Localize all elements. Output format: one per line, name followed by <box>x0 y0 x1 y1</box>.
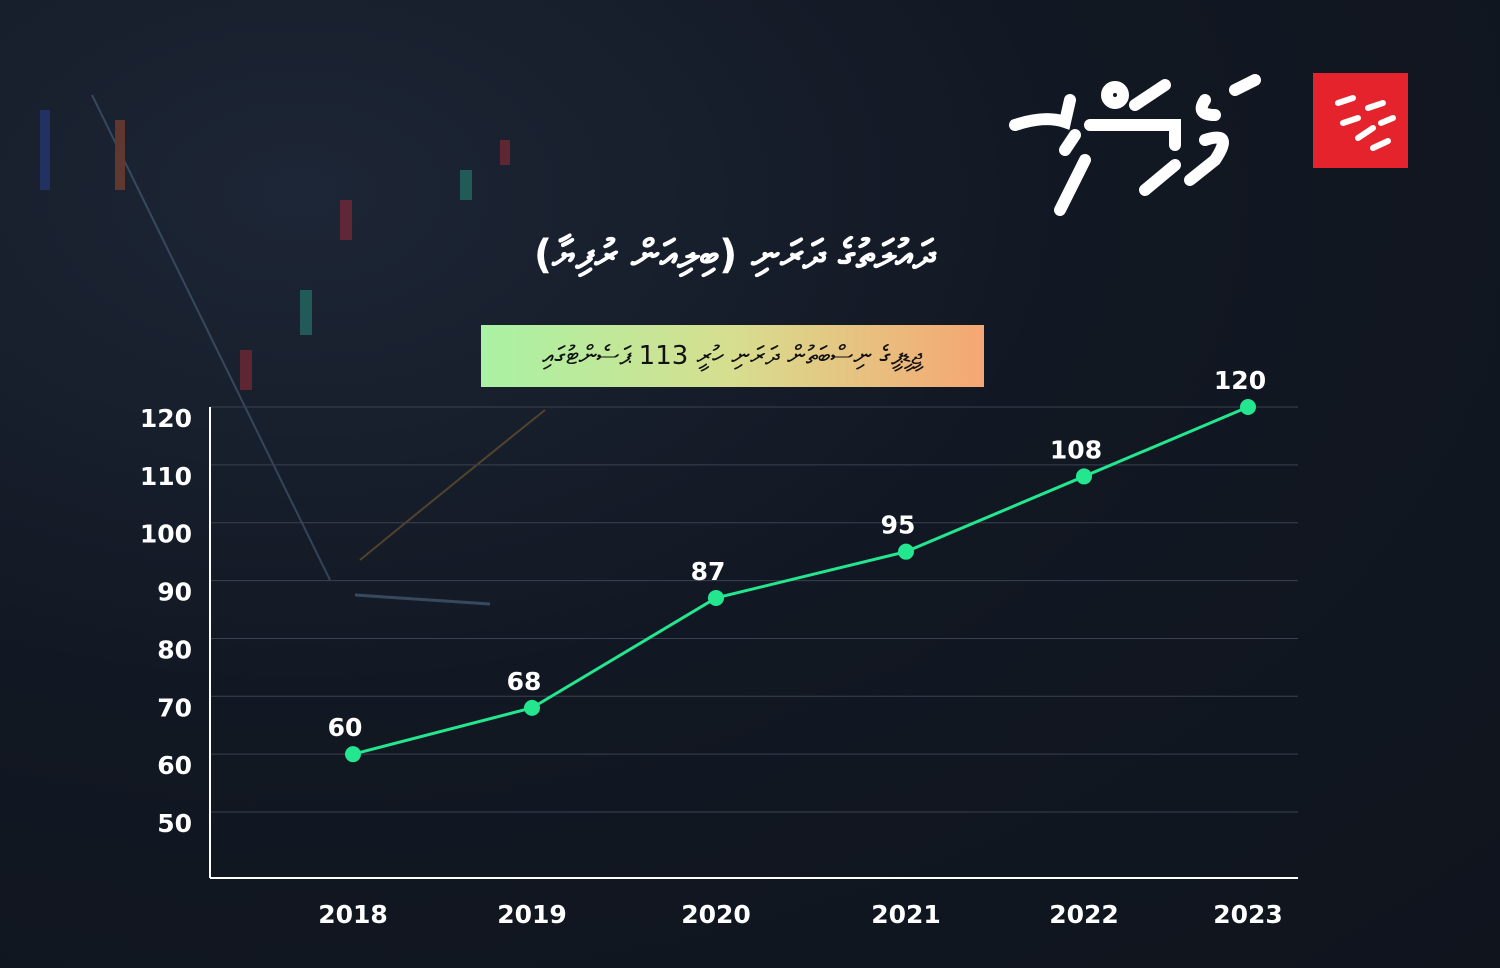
y-tick-label: 90 <box>157 578 192 607</box>
y-tick-label: 100 <box>140 520 192 549</box>
data-label: 68 <box>507 667 542 696</box>
chart-subtitle-banner: ޖީޑީޕީގެ ނިސްބަތުން ދަރަނި ހުރީ 113 ޕަސެ… <box>481 325 984 387</box>
y-tick-label: 80 <box>157 635 192 664</box>
data-label: 108 <box>1050 435 1102 464</box>
data-label: 60 <box>328 713 363 742</box>
chart-title: ދައުލަތުގެ ދަރަނި (ބިލިއަން ރުފިޔާ) <box>533 232 937 278</box>
data-label: 87 <box>691 557 726 586</box>
x-tick-label: 2023 <box>1213 900 1283 929</box>
data-point <box>898 543 914 560</box>
data-point <box>708 589 724 606</box>
badge-script-icon <box>1335 95 1396 151</box>
y-tick-label: 120 <box>140 404 192 433</box>
brand-badge <box>1313 73 1408 168</box>
data-label: 120 <box>1214 366 1266 395</box>
y-tick-label: 70 <box>157 693 192 722</box>
logo-script-icon <box>1009 74 1261 216</box>
x-tick-label: 2019 <box>497 900 567 929</box>
y-tick-label: 60 <box>157 751 192 780</box>
data-point <box>345 746 361 763</box>
data-point <box>524 699 540 716</box>
data-label: 95 <box>881 511 916 540</box>
x-tick-label: 2018 <box>318 900 388 929</box>
x-tick-label: 2021 <box>871 900 941 929</box>
x-tick-label: 2020 <box>681 900 751 929</box>
y-tick-label: 110 <box>140 462 192 491</box>
data-point <box>1240 399 1256 415</box>
x-tick-label: 2022 <box>1049 900 1119 929</box>
data-point <box>1076 468 1092 485</box>
series-line <box>352 405 1249 756</box>
brand-logo <box>1005 70 1275 220</box>
y-tick-label: 50 <box>157 809 192 838</box>
